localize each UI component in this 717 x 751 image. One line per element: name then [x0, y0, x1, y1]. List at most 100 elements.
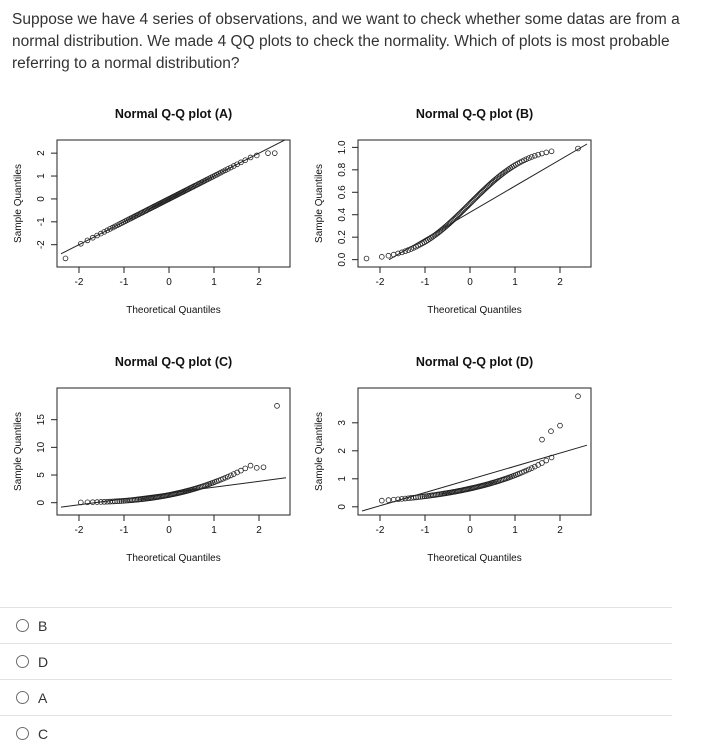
x-tick-label: 2 — [256, 525, 262, 536]
qq-point — [98, 499, 104, 505]
plot-title: Normal Q-Q plot (A) — [115, 107, 232, 121]
qq-point — [385, 252, 392, 259]
qq-point — [390, 496, 397, 503]
qq-point — [548, 428, 554, 435]
qq-point — [78, 499, 84, 506]
qq-point — [523, 467, 530, 474]
qq-point — [222, 474, 229, 481]
qq-point — [548, 454, 555, 461]
x-tick-label: 1 — [512, 525, 518, 536]
qq-point — [78, 240, 84, 247]
qq-point — [227, 472, 234, 479]
y-axis-label: Sample Quantiles — [13, 164, 24, 243]
qq-point — [531, 152, 538, 159]
y-tick-label: 1 — [36, 173, 47, 179]
qq-point — [528, 465, 535, 471]
qq-point — [421, 493, 428, 500]
option-c[interactable]: C — [0, 715, 672, 751]
x-tick-label: -1 — [120, 277, 129, 288]
qq-point — [423, 493, 429, 499]
x-tick-label: 2 — [557, 525, 563, 536]
qq-point — [112, 498, 118, 505]
qq-point — [227, 164, 234, 171]
option-d[interactable]: D — [0, 643, 672, 679]
qq-point — [242, 157, 249, 163]
qq-point — [528, 154, 535, 160]
x-tick-label: 1 — [512, 277, 518, 288]
qq-point — [118, 498, 125, 504]
x-axis-label: Theoretical Quantiles — [427, 305, 522, 316]
qq-point — [238, 467, 244, 474]
y-tick-label: -1 — [36, 217, 47, 226]
qq-point — [94, 499, 100, 505]
qq-point — [89, 499, 96, 505]
answer-options: B D A C — [0, 607, 672, 751]
qq-point — [230, 163, 237, 169]
qq-point — [225, 473, 231, 480]
reference-line — [388, 143, 588, 261]
qq-point — [535, 151, 541, 158]
qq-point — [523, 156, 530, 162]
y-tick-label: 2 — [36, 150, 47, 156]
y-tick-label: 1 — [337, 476, 348, 482]
x-tick-label: -2 — [376, 277, 385, 288]
qq-point — [274, 403, 280, 409]
y-tick-label: 1.0 — [337, 140, 348, 154]
plot-title: Normal Q-Q plot (C) — [115, 355, 232, 369]
y-tick-label: 10 — [36, 441, 47, 453]
x-tick-label: 0 — [467, 525, 473, 536]
qq-point — [543, 149, 550, 156]
plot-frame — [357, 139, 592, 268]
radio-button-b[interactable] — [16, 619, 29, 632]
qq-point — [62, 255, 69, 262]
qq-point — [265, 150, 271, 156]
qq-point — [89, 234, 96, 241]
qq-point — [114, 498, 121, 505]
qq-point — [225, 166, 231, 172]
y-tick-label: 15 — [36, 414, 47, 426]
x-tick-label: -1 — [421, 277, 430, 288]
qq-point — [417, 494, 424, 500]
qq-point — [271, 150, 278, 156]
qq-point — [253, 152, 260, 159]
x-tick-label: -2 — [75, 525, 84, 536]
qq-point — [557, 422, 563, 429]
radio-button-d[interactable] — [16, 655, 29, 668]
qq-point — [526, 466, 532, 473]
y-tick-label: 0.8 — [337, 162, 348, 176]
radio-button-a[interactable] — [16, 691, 29, 704]
qq-point — [104, 498, 111, 505]
qq-point — [247, 154, 254, 161]
x-tick-label: 0 — [166, 525, 172, 536]
x-tick-label: 0 — [467, 277, 473, 288]
x-tick-label: 2 — [256, 277, 262, 288]
plot-frame — [56, 387, 291, 516]
qq-panel-c: Normal Q-Q plot (C) -2 -1 0 1 2 Theoretical Qu… — [13, 355, 291, 564]
y-tick-label: 3 — [337, 420, 348, 426]
option-b[interactable]: B — [0, 607, 672, 643]
x-tick-label: 2 — [557, 277, 563, 288]
qq-point — [242, 465, 249, 472]
y-tick-label: 0 — [36, 196, 47, 202]
x-axis-label: Theoretical Quantiles — [427, 553, 522, 564]
qq-point — [385, 497, 392, 503]
qq-point — [120, 498, 127, 504]
qq-point — [247, 462, 254, 469]
plot-frame — [357, 387, 592, 516]
y-tick-label: 0.0 — [337, 252, 348, 266]
qq-point — [395, 496, 401, 503]
x-tick-label: -1 — [421, 525, 430, 536]
qq-point — [379, 254, 385, 260]
qq-point — [363, 255, 370, 262]
option-c-label: C — [38, 725, 49, 742]
x-axis-label: Theoretical Quantiles — [126, 305, 221, 316]
option-a[interactable]: A — [0, 679, 672, 715]
qq-point — [526, 155, 532, 161]
radio-button-c[interactable] — [16, 727, 29, 740]
y-tick-label: -2 — [36, 240, 47, 249]
qq-point — [548, 148, 555, 155]
x-axis-label: Theoretical Quantiles — [126, 553, 221, 564]
qq-point — [402, 248, 409, 255]
qq-point — [402, 495, 409, 502]
x-tick-label: -2 — [75, 277, 84, 288]
